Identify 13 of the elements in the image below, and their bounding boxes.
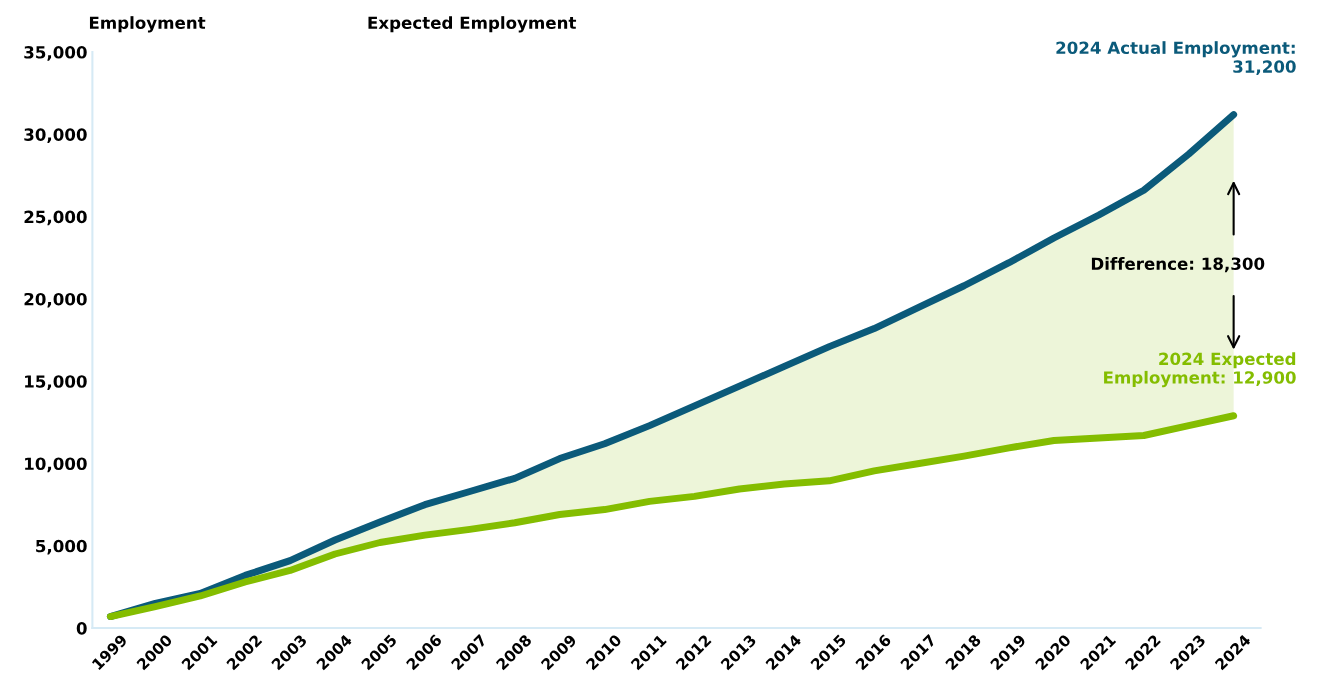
y-tick-label: 35,000	[24, 46, 87, 61]
annotation: Difference: 18,300	[1091, 257, 1265, 273]
text: Expected Employment	[368, 16, 577, 33]
y-axis-title: Employment	[89, 16, 206, 33]
y-tick-label: 25,000	[24, 210, 87, 226]
annotation: 2024 Actual Employment: 31,200	[1056, 41, 1296, 75]
y-tick-label: 10,000	[25, 457, 87, 473]
y-tick-label: 15,000	[25, 375, 87, 390]
annotation: 2024 Expected Employment: 12,900	[1104, 352, 1296, 388]
y-tick-label: 20,000	[24, 292, 87, 308]
y-tick-label: 5,000	[36, 539, 87, 555]
y-tick-label: 0	[76, 622, 87, 635]
y-tick-label: 30,000	[24, 128, 87, 144]
